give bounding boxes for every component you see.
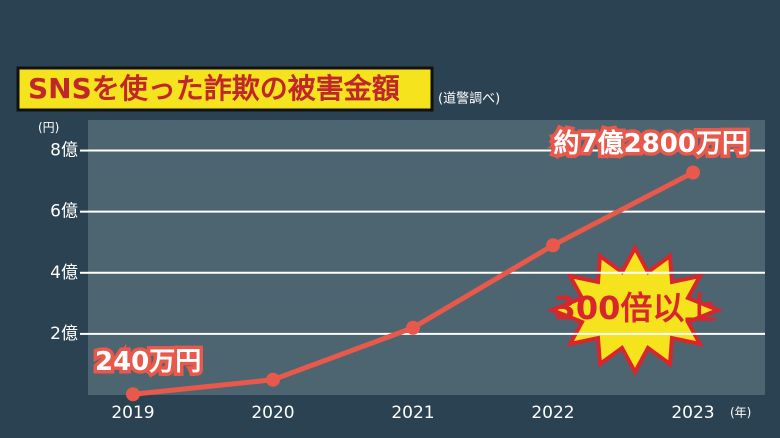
data-point <box>406 320 420 335</box>
title-highlight: 被害金額 <box>288 72 400 105</box>
y-tick-label: 6億 <box>50 202 78 222</box>
x-tick-label: 2019 <box>111 403 154 423</box>
x-tick-label: 2021 <box>391 403 434 423</box>
data-point <box>266 372 280 387</box>
title-box <box>16 66 434 112</box>
chart-title: SNSを使った詐欺の被害金額 <box>28 72 400 105</box>
x-tick-label: 2020 <box>251 403 294 423</box>
data-point <box>546 238 560 253</box>
data-point <box>686 165 700 180</box>
annotation: 300倍以上 <box>554 289 717 327</box>
y-unit: (円) <box>38 121 59 135</box>
x-tick-label: 2022 <box>531 403 574 423</box>
value-label: 約7億2800万円 <box>554 128 748 159</box>
starburst <box>546 243 724 377</box>
y-tick-label: 8億 <box>50 141 78 161</box>
data-point <box>126 387 140 402</box>
title-main: SNSを使った詐欺の <box>28 72 288 105</box>
x-tick-label: 2023 <box>671 403 714 423</box>
x-unit: (年) <box>730 406 751 420</box>
y-tick-label: 2億 <box>50 324 78 344</box>
value-label: 240万円 <box>95 347 201 377</box>
y-tick-label: 4億 <box>50 263 78 283</box>
source: (道警調べ) <box>438 91 500 107</box>
